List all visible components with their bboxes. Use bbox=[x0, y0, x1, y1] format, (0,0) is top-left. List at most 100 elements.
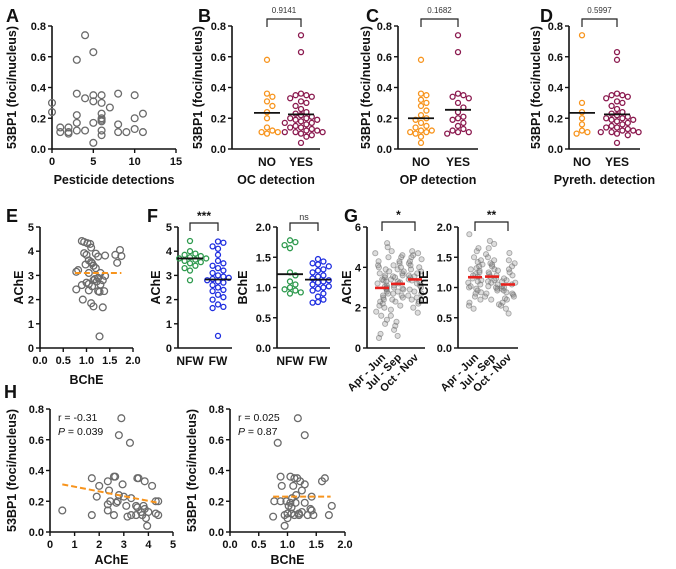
data-point bbox=[117, 251, 126, 261]
data-point bbox=[220, 303, 227, 311]
panel-letter: A bbox=[6, 6, 19, 26]
panel-e: E 0 1 2 3 4 5 AChE 0.0 0.5 1.0 1.5 2.0 BChE bbox=[6, 206, 141, 387]
data-point bbox=[417, 127, 425, 134]
data-point bbox=[127, 511, 136, 520]
x-tick-label: 4 bbox=[145, 539, 152, 551]
data-point bbox=[292, 272, 299, 279]
data-point bbox=[630, 116, 637, 123]
x-tick-label: 5 bbox=[90, 156, 96, 168]
x-axis-title: Pesticide detections bbox=[54, 173, 175, 187]
data-point bbox=[309, 260, 316, 267]
data-point bbox=[287, 115, 294, 122]
data-point bbox=[273, 438, 282, 447]
data-point bbox=[209, 287, 216, 295]
data-point bbox=[309, 269, 316, 276]
correlation-r: r = -0.31 bbox=[58, 412, 98, 424]
data-point bbox=[103, 506, 112, 515]
data-point bbox=[78, 295, 87, 304]
p-value: = 0.87 bbox=[245, 426, 278, 438]
y-axis-title: AChE bbox=[149, 270, 163, 304]
data-point bbox=[290, 511, 299, 520]
data-point bbox=[138, 128, 147, 137]
data-point bbox=[97, 98, 106, 107]
data-point bbox=[479, 261, 486, 268]
data-point bbox=[491, 240, 498, 247]
data-point bbox=[297, 118, 305, 125]
data-point bbox=[297, 124, 305, 131]
x-tick-label: 2.0 bbox=[337, 539, 352, 551]
data-point bbox=[389, 296, 396, 303]
data-point bbox=[303, 99, 310, 107]
data-point bbox=[130, 124, 139, 134]
data-point bbox=[105, 103, 114, 112]
x-tick-label: 10 bbox=[129, 156, 141, 168]
y-tick-label: 0.4 bbox=[209, 466, 225, 478]
data-point bbox=[114, 431, 123, 440]
data-point bbox=[608, 122, 615, 130]
x-tick-label: 0.5 bbox=[251, 539, 266, 551]
data-point bbox=[497, 302, 505, 309]
data-point bbox=[292, 281, 299, 288]
data-point bbox=[72, 118, 81, 127]
y-tick-label: 3 bbox=[28, 270, 34, 282]
data-point bbox=[95, 332, 104, 341]
y-axis-title: BChE bbox=[417, 270, 431, 304]
y-tick-label: 0.8 bbox=[548, 21, 563, 33]
data-point bbox=[314, 116, 321, 123]
category-label: NFW bbox=[176, 354, 204, 368]
data-point bbox=[613, 90, 621, 97]
data-point bbox=[423, 107, 430, 114]
data-point bbox=[405, 292, 412, 299]
data-point bbox=[192, 256, 199, 263]
data-point bbox=[134, 474, 143, 483]
data-point bbox=[214, 257, 222, 265]
y-tick-label: 2.0 bbox=[256, 222, 271, 234]
data-point bbox=[491, 266, 498, 273]
data-point bbox=[92, 492, 101, 501]
data-point bbox=[154, 511, 163, 520]
data-point bbox=[186, 260, 194, 267]
data-point bbox=[214, 332, 222, 340]
data-point bbox=[619, 115, 626, 122]
data-point bbox=[392, 298, 399, 305]
data-point bbox=[258, 128, 265, 136]
significance-bracket bbox=[581, 18, 618, 27]
panel-f1: F 0 1 2 3 4 5 AChE NFW FW *** bbox=[147, 206, 232, 368]
data-point bbox=[287, 95, 294, 102]
y-axis-title: AChE bbox=[12, 270, 26, 304]
data-point bbox=[394, 266, 401, 273]
y-tick-label: 0.0 bbox=[256, 343, 271, 355]
data-point bbox=[303, 127, 310, 134]
data-point bbox=[470, 305, 477, 312]
panel-letter: E bbox=[6, 206, 18, 226]
data-point bbox=[269, 102, 276, 110]
data-point bbox=[97, 109, 106, 118]
panel-letter: C bbox=[366, 6, 379, 26]
data-point bbox=[619, 127, 626, 134]
data-point bbox=[484, 254, 491, 261]
data-point bbox=[613, 118, 621, 125]
data-point bbox=[81, 126, 90, 135]
y-tick-label: 2 bbox=[166, 295, 172, 307]
significance-label: ns bbox=[299, 212, 309, 222]
data-point bbox=[130, 114, 139, 123]
significance-bracket bbox=[474, 221, 509, 231]
y-axis-title: 53BP1 (foci/nucleus) bbox=[5, 409, 19, 532]
data-point bbox=[608, 128, 615, 136]
panel-h2: 0.0 0.2 0.4 0.6 0.8 53BP1 (foci/nucleus) 0.0 0.… bbox=[185, 404, 353, 567]
data-point bbox=[109, 511, 119, 520]
data-point bbox=[314, 285, 322, 292]
data-point bbox=[263, 90, 271, 97]
data-point bbox=[449, 93, 456, 100]
data-point bbox=[91, 264, 100, 273]
data-point bbox=[391, 326, 398, 333]
data-point bbox=[460, 125, 467, 133]
data-point bbox=[407, 128, 414, 136]
data-point bbox=[499, 299, 506, 306]
data-point bbox=[320, 284, 327, 291]
p-value-annotation: P = 0.039 bbox=[58, 426, 103, 438]
data-point bbox=[376, 270, 383, 277]
data-point bbox=[613, 48, 621, 56]
